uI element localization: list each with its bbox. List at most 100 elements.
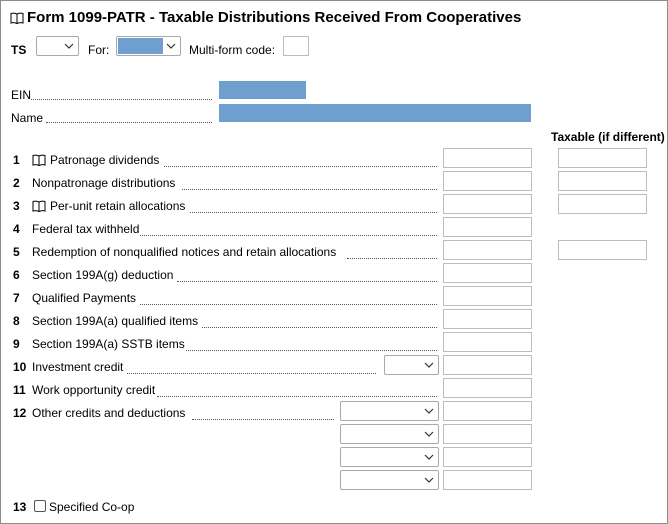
line-number: 3 bbox=[13, 199, 20, 213]
line-4-amount-input[interactable] bbox=[443, 217, 532, 237]
line-6-amount-input[interactable] bbox=[443, 263, 532, 283]
leader-dots bbox=[186, 349, 437, 351]
line-12-code-dropdown-3[interactable] bbox=[340, 447, 439, 467]
line-9: 9 Section 199A(a) SSTB items bbox=[13, 337, 185, 351]
specified-coop-checkbox[interactable] bbox=[34, 500, 46, 512]
line-label: Federal tax withheld bbox=[32, 222, 140, 236]
line-number: 9 bbox=[13, 337, 20, 351]
line-2: 2 Nonpatronage distributions bbox=[13, 176, 175, 190]
line-11: 11 Work opportunity credit bbox=[13, 383, 155, 397]
line-10-code-dropdown[interactable] bbox=[384, 355, 439, 375]
line-label: Nonpatronage distributions bbox=[32, 176, 176, 190]
line-2-taxable-input[interactable] bbox=[558, 171, 647, 191]
line-1: 1 Patronage dividends bbox=[13, 153, 159, 167]
line-12-code-dropdown-1[interactable] bbox=[340, 401, 439, 421]
line-number: 4 bbox=[13, 222, 20, 236]
line-2-amount-input[interactable] bbox=[443, 171, 532, 191]
line-label: Per-unit retain allocations bbox=[50, 199, 186, 213]
line-number: 8 bbox=[13, 314, 20, 328]
multiform-code-input[interactable] bbox=[283, 36, 309, 56]
for-dropdown-selection bbox=[118, 38, 163, 54]
leader-dots bbox=[182, 188, 437, 190]
line-label: Patronage dividends bbox=[50, 153, 160, 167]
leader-dots bbox=[127, 372, 376, 374]
leader-dots bbox=[157, 395, 437, 397]
line-number: 5 bbox=[13, 245, 20, 259]
line-12-code-dropdown-2[interactable] bbox=[340, 424, 439, 444]
line-3: 3 Per-unit retain allocations bbox=[13, 199, 185, 213]
book-icon[interactable] bbox=[32, 154, 46, 166]
leader-dots bbox=[190, 211, 437, 213]
line-10-amount-input[interactable] bbox=[443, 355, 532, 375]
leader-dots bbox=[347, 257, 437, 259]
chevron-down-icon bbox=[64, 43, 74, 49]
line-7: 7 Qualified Payments bbox=[13, 291, 136, 305]
line-number: 2 bbox=[13, 176, 20, 190]
line-12-amount-input-1[interactable] bbox=[443, 401, 532, 421]
line-4: 4 Federal tax withheld bbox=[13, 222, 139, 236]
line-number: 1 bbox=[13, 153, 20, 167]
leader-dots bbox=[164, 165, 437, 167]
leader-dots bbox=[192, 418, 334, 420]
form-title-text: Form 1099-PATR - Taxable Distributions R… bbox=[27, 9, 522, 26]
line-label: Other credits and deductions bbox=[32, 406, 186, 420]
line-3-taxable-input[interactable] bbox=[558, 194, 647, 214]
line-6: 6 Section 199A(g) deduction bbox=[13, 268, 173, 282]
line-label: Qualified Payments bbox=[32, 291, 137, 305]
line-5-amount-input[interactable] bbox=[443, 240, 532, 260]
line-number: 11 bbox=[13, 383, 26, 397]
line-8: 8 Section 199A(a) qualified items bbox=[13, 314, 198, 328]
multiform-code-label: Multi-form code: bbox=[189, 43, 276, 57]
line-9-amount-input[interactable] bbox=[443, 332, 532, 352]
book-icon[interactable] bbox=[32, 200, 46, 212]
line-10: 10 Investment credit bbox=[13, 360, 123, 374]
line-number: 12 bbox=[13, 406, 27, 420]
taxable-column-header: Taxable (if different) bbox=[551, 130, 665, 144]
ein-input[interactable] bbox=[219, 81, 306, 99]
line-12-amount-input-3[interactable] bbox=[443, 447, 532, 467]
line-label: Work opportunity credit bbox=[32, 383, 156, 397]
line-11-amount-input[interactable] bbox=[443, 378, 532, 398]
line-number: 7 bbox=[13, 291, 20, 305]
line-5-taxable-input[interactable] bbox=[558, 240, 647, 260]
ein-leader-dots bbox=[31, 98, 212, 100]
line-3-amount-input[interactable] bbox=[443, 194, 532, 214]
for-label: For: bbox=[88, 43, 110, 57]
line-12-amount-input-4[interactable] bbox=[443, 470, 532, 490]
name-leader-dots bbox=[46, 121, 212, 123]
book-icon[interactable] bbox=[10, 12, 24, 24]
chevron-down-icon bbox=[424, 477, 434, 483]
line-12-amount-input-2[interactable] bbox=[443, 424, 532, 444]
line-label: Redemption of nonqualified notices and r… bbox=[32, 245, 337, 259]
chevron-down-icon bbox=[166, 43, 176, 49]
line-number: 13 bbox=[13, 500, 27, 514]
leader-dots bbox=[177, 280, 437, 282]
specified-coop-label: Specified Co-op bbox=[49, 500, 135, 514]
line-5: 5 Redemption of nonqualified notices and… bbox=[13, 245, 336, 259]
line-7-amount-input[interactable] bbox=[443, 286, 532, 306]
chevron-down-icon bbox=[424, 362, 434, 368]
line-label: Section 199A(a) SSTB items bbox=[32, 337, 185, 351]
chevron-down-icon bbox=[424, 454, 434, 460]
name-label: Name bbox=[11, 111, 44, 125]
line-13: 13 bbox=[13, 500, 32, 514]
leader-dots bbox=[140, 234, 437, 236]
name-input[interactable] bbox=[219, 104, 531, 122]
line-label: Investment credit bbox=[32, 360, 124, 374]
ein-label: EIN bbox=[11, 88, 32, 102]
line-12-code-dropdown-4[interactable] bbox=[340, 470, 439, 490]
line-label: Section 199A(g) deduction bbox=[32, 268, 174, 282]
chevron-down-icon bbox=[424, 408, 434, 414]
for-dropdown[interactable] bbox=[116, 36, 181, 56]
line-number: 10 bbox=[13, 360, 27, 374]
line-8-amount-input[interactable] bbox=[443, 309, 532, 329]
line-1-taxable-input[interactable] bbox=[558, 148, 647, 168]
line-1-amount-input[interactable] bbox=[443, 148, 532, 168]
form-title: Form 1099-PATR - Taxable Distributions R… bbox=[10, 9, 521, 26]
line-label: Section 199A(a) qualified items bbox=[32, 314, 199, 328]
leader-dots bbox=[202, 326, 437, 328]
ts-dropdown[interactable] bbox=[36, 36, 79, 56]
chevron-down-icon bbox=[424, 431, 434, 437]
leader-dots bbox=[140, 303, 437, 305]
